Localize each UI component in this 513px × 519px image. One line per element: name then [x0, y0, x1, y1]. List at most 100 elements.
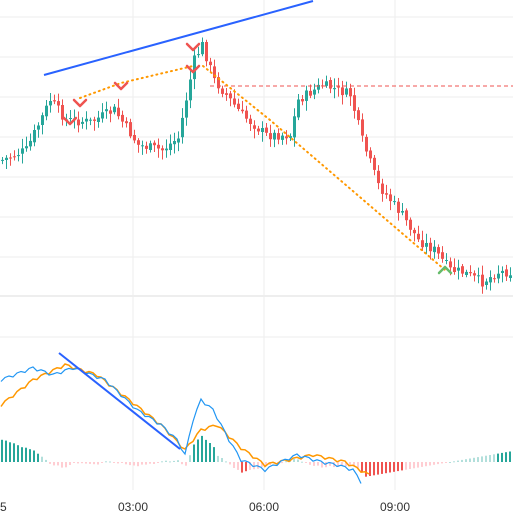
macd-histogram-bar: [305, 462, 307, 463]
macd-histogram-bar: [149, 462, 151, 464]
macd-histogram-bar: [489, 455, 491, 462]
candle-body: [225, 93, 228, 95]
candle-body: [337, 86, 340, 88]
candle-body: [453, 267, 456, 272]
candle-body: [369, 150, 372, 159]
sell-signal-chevron: [113, 81, 129, 91]
macd-histogram-bar: [405, 462, 407, 470]
macd-histogram-bar: [201, 435, 203, 462]
macd-histogram-bar: [345, 462, 347, 467]
macd-line: [0, 366, 362, 484]
time-tick-label: 09:00: [380, 500, 410, 514]
candle-body: [141, 145, 144, 147]
macd-histogram-bar: [425, 462, 427, 467]
candle-body: [133, 135, 136, 141]
candle-body: [489, 277, 492, 283]
candle-body: [101, 112, 104, 119]
macd-histogram-bar: [165, 460, 167, 462]
candle-body: [237, 103, 240, 109]
candle-body: [113, 106, 116, 113]
candle-body: [405, 210, 408, 221]
candle-body: [145, 145, 148, 149]
candle-body: [241, 109, 244, 112]
candle-body: [77, 119, 80, 126]
macd-histogram-bar: [397, 462, 399, 472]
macd-histogram-bar: [137, 462, 139, 467]
macd-histogram-bar: [93, 462, 95, 465]
macd-histogram-bar: [433, 462, 435, 465]
candle-body: [25, 146, 28, 149]
macd-histogram-bar: [369, 462, 371, 476]
candle-body: [173, 141, 176, 145]
candle-body: [433, 246, 436, 253]
candle-body: [361, 119, 364, 136]
macd-histogram-bar: [441, 462, 443, 464]
macd-histogram-bar: [265, 462, 267, 466]
macd-histogram-bar: [301, 461, 303, 463]
candle-body: [349, 88, 352, 97]
candle-body: [445, 260, 448, 261]
macd-histogram-bar: [401, 462, 403, 471]
candle-body: [401, 211, 404, 213]
candle-body: [389, 194, 392, 202]
candle-body: [449, 261, 452, 268]
macd-histogram-bar: [349, 462, 351, 466]
macd-histogram-bar: [337, 462, 339, 467]
macd-histogram-bar: [213, 447, 215, 462]
macd-histogram-bar: [313, 462, 315, 466]
macd-histogram-bar: [145, 462, 147, 465]
macd-histogram-bar: [49, 462, 51, 464]
candle-body: [197, 54, 200, 56]
candle-body: [121, 114, 124, 122]
macd-histogram-bar: [181, 462, 183, 465]
macd-histogram-bar: [285, 461, 287, 463]
candle-body: [157, 144, 160, 149]
candle-body: [329, 80, 332, 89]
candle-body: [29, 140, 32, 147]
candle-body: [217, 77, 220, 89]
macd-histogram-bar: [25, 447, 27, 462]
macd-histogram-bar: [73, 462, 75, 463]
macd-histogram-bar: [113, 462, 115, 463]
macd-histogram-bar: [205, 439, 207, 462]
candle-body: [205, 42, 208, 62]
macd-histogram-bar: [133, 462, 135, 466]
candle-body: [341, 87, 344, 96]
sell-signal-chevron: [185, 42, 201, 52]
candle-body: [477, 275, 480, 277]
macd-histogram-bar: [237, 462, 239, 470]
macd-histogram-bar: [225, 461, 227, 463]
candle-body: [245, 110, 248, 119]
candle-body: [229, 93, 232, 99]
macd-histogram-bar: [173, 460, 175, 462]
candle-body: [89, 119, 92, 121]
divergence-line-down: [202, 65, 446, 271]
macd-histogram-bar: [125, 462, 127, 465]
macd-histogram-bar: [317, 462, 319, 466]
macd-histogram-bar: [89, 462, 91, 464]
candle-body: [325, 81, 328, 86]
macd-histogram-bar: [429, 462, 431, 466]
candle-body: [277, 133, 280, 140]
macd-histogram-bar: [17, 445, 19, 462]
macd-histogram-bar: [229, 462, 231, 465]
time-tick-label: 03:00: [118, 500, 148, 514]
candle-body: [53, 100, 56, 102]
candle-body: [493, 278, 496, 280]
candle-body: [457, 267, 460, 271]
macd-histogram-bar: [457, 460, 459, 462]
candle-body: [285, 136, 288, 139]
candle-body: [437, 247, 440, 254]
candle-body: [501, 270, 504, 273]
macd-histogram-bar: [281, 462, 283, 464]
candle-body: [333, 88, 336, 90]
macd-histogram-bar: [505, 452, 507, 462]
macd-trendline: [58, 352, 181, 450]
candle-body: [305, 90, 308, 101]
candle-body: [41, 115, 44, 125]
candle-body: [301, 99, 304, 102]
candle-body: [377, 170, 380, 184]
macd-histogram-bar: [9, 442, 11, 462]
candle-body: [193, 55, 196, 80]
